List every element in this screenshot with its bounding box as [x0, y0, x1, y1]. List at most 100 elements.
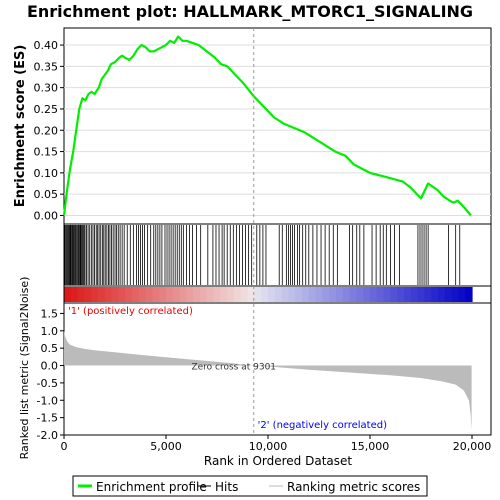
- rank-bar-segment: [84, 287, 92, 302]
- rank-bar-segment: [444, 287, 453, 302]
- es-y-tick-label: 0.10: [34, 167, 59, 180]
- hits-series: [64, 225, 461, 285]
- rank-bar-segment: [397, 287, 405, 302]
- es-y-axis: 0.00 0.05 0.10 0.15 0.20 0.25 0.30 0.35 0.40: [34, 39, 64, 222]
- rank-bar-segment: [274, 287, 283, 302]
- es-panel: [63, 27, 492, 225]
- es-y-tick-label: 0.20: [34, 124, 59, 137]
- rank-bar-segment: [376, 287, 385, 302]
- rank-bar-segment: [172, 287, 181, 302]
- rank-bar-segment: [315, 287, 323, 302]
- rank-bar-segment: [145, 287, 153, 302]
- rank-bar-segment: [404, 287, 412, 302]
- rank-bar-segment: [118, 287, 126, 302]
- rank-bar-segment: [383, 287, 391, 302]
- rank-bar-segment: [104, 287, 113, 302]
- es-y-tick-label: 0.15: [34, 146, 59, 159]
- rank-bar-segment: [349, 287, 357, 302]
- hits-panel: [63, 223, 492, 287]
- rank-bar-segment: [234, 287, 242, 302]
- rank-bar-segment: [417, 287, 425, 302]
- es-y-tick-label: 0.35: [34, 60, 59, 73]
- x-tick-label: 5,000: [150, 440, 182, 453]
- positive-correlated-label: '1' (positively correlated): [68, 306, 193, 317]
- metric-y-axis-label: Ranked list metric (Signal2Noise): [18, 277, 31, 460]
- enrichment-profile-series: [62, 35, 472, 217]
- metric-y-tick-label: 1.0: [41, 325, 59, 338]
- rank-bar-segment: [240, 287, 249, 302]
- x-tick-label: 15,000: [351, 440, 390, 453]
- x-tick-label: 0: [61, 440, 68, 453]
- metric-y-axis: -2.0 -1.5 -1.0 -0.5 0.0 0.5 1.0 1.5: [37, 307, 64, 442]
- rank-bar-segment: [220, 287, 228, 302]
- rank-bar-segment: [70, 287, 79, 302]
- rank-bar-segment: [206, 287, 215, 302]
- negative-correlated-label: '2' (negatively correlated): [258, 420, 387, 431]
- rank-bar-segment: [268, 287, 276, 302]
- es-y-tick-label: 0.30: [34, 82, 59, 95]
- es-y-axis-label: Enrichment score (ES): [13, 45, 28, 208]
- es-y-tick-label: 0.40: [34, 39, 59, 52]
- metric-y-tick-label: -1.5: [37, 412, 58, 425]
- rank-bar-segment: [91, 287, 99, 302]
- rank-bar-segment: [125, 287, 133, 302]
- rank-bar-segment: [213, 287, 221, 302]
- metric-y-tick-label: 0.0: [41, 360, 59, 373]
- es-y-tick-label: 0.25: [34, 103, 59, 116]
- rank-bar-segment: [329, 287, 337, 302]
- rank-bar-segment: [308, 287, 317, 302]
- zero-cross-label: Zero cross at 9301: [191, 363, 276, 373]
- rank-bar-segment: [356, 287, 364, 302]
- rank-bar-segment: [424, 287, 432, 302]
- rank-bar-segment: [431, 287, 439, 302]
- rank-bar-segment: [200, 287, 208, 302]
- rank-bar-segment: [281, 287, 289, 302]
- rank-color-bar: [64, 287, 473, 302]
- rank-bar-segment: [254, 287, 262, 302]
- rank-bar-segment: [166, 287, 174, 302]
- metric-y-tick-label: -1.0: [37, 394, 58, 407]
- rank-bar-segment: [295, 287, 303, 302]
- rank-bar-segment: [451, 287, 459, 302]
- rank-bar-segment: [227, 287, 235, 302]
- rank-bar-segment: [152, 287, 160, 302]
- rank-bar-segment: [193, 287, 201, 302]
- metric-y-tick-label: 1.5: [41, 307, 59, 320]
- rank-bar-segment: [322, 287, 330, 302]
- rank-bar-segment: [186, 287, 194, 302]
- metric-y-tick-label: 0.5: [41, 342, 59, 355]
- x-axis-label: Rank in Ordered Dataset: [204, 454, 352, 468]
- rank-bar-segment: [288, 287, 296, 302]
- rank-bar-segment: [261, 287, 269, 302]
- legend-box: [72, 475, 428, 497]
- legend: Enrichment profile Hits Ranking metric sco…: [78, 480, 420, 494]
- rank-bar-segment: [465, 287, 473, 302]
- rank-bar-segment: [111, 287, 119, 302]
- rank-bar-segment: [336, 287, 344, 302]
- rank-bar-segment: [370, 287, 378, 302]
- metric-y-tick-label: -0.5: [37, 377, 58, 390]
- rank-bar-segment: [132, 287, 140, 302]
- x-tick-label: 20,000: [453, 440, 492, 453]
- legend-label: Ranking metric scores: [287, 480, 420, 494]
- rank-bar-segment: [390, 287, 398, 302]
- chart-title: Enrichment plot: HALLMARK_MTORC1_SIGNALI…: [27, 2, 473, 21]
- rank-bar-segment: [98, 287, 106, 302]
- rank-bar-segment: [302, 287, 310, 302]
- rank-bar-segment: [179, 287, 187, 302]
- rank-bar-segment: [64, 287, 72, 302]
- es-gridlines: [64, 44, 491, 216]
- x-tick-label: 10,000: [249, 440, 288, 453]
- metric-y-tick-label: -2.0: [37, 429, 58, 442]
- enrichment-profile-line: [62, 35, 472, 217]
- es-y-tick-label: 0.05: [34, 188, 59, 201]
- rank-bar-segment: [247, 287, 255, 302]
- es-y-tick-label: 0.00: [34, 209, 59, 222]
- rank-bar-segment: [342, 287, 351, 302]
- rank-bar-segment: [438, 287, 446, 302]
- rank-bar-segment: [77, 287, 85, 302]
- rank-bar-segment: [363, 287, 371, 302]
- rank-bar-segment: [458, 287, 466, 302]
- rank-bar-segment: [410, 287, 419, 302]
